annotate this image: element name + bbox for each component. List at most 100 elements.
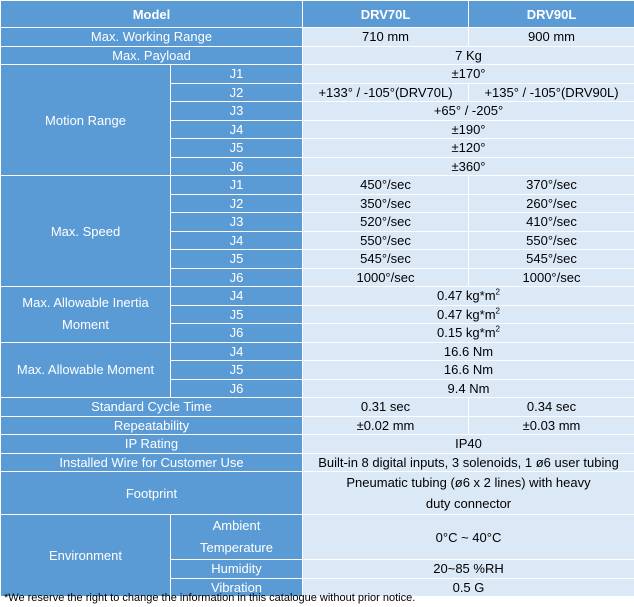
footnote: *We reserve the right to change the info… [4, 592, 416, 604]
header-row: Model DRV70L DRV90L [0, 0, 634, 28]
table-row: J6 9.4 Nm [1, 378, 634, 398]
installed-wire-label: Installed Wire for Customer Use [0, 452, 303, 472]
cycle-time-drv90l: 0.34 sec [468, 397, 634, 417]
table-row: J5 0.47 kg*m2 [1, 304, 634, 324]
moment-j6-value: 9.4 Nm [302, 378, 634, 398]
joint-label: J2 [170, 193, 303, 213]
repeatability-label: Repeatability [0, 415, 303, 435]
table-row: Vibration 0.5 G [1, 577, 634, 597]
joint-label: J4 [170, 286, 303, 306]
footprint-label: Footprint [0, 471, 303, 515]
table-row: J5 ±120° [1, 138, 634, 158]
motion-range-label: Motion Range [0, 64, 171, 176]
table-row: Max. Working Range 710 mm 900 mm [0, 27, 634, 47]
humidity-value: 20~85 %RH [302, 559, 634, 579]
speed-drv90l: 550°/sec [468, 230, 634, 250]
inertia-j5-value: 0.47 kg*m2 [302, 304, 634, 324]
inertia-j6-value: 0.15 kg*m2 [302, 323, 634, 343]
joint-label: J6 [170, 156, 303, 176]
table-row: J4 ±190° [1, 119, 634, 139]
joint-label: J1 [170, 175, 303, 195]
vibration-label: Vibration [170, 577, 303, 597]
joint-label: J4 [170, 230, 303, 250]
table-row: Environment Ambient Temperature 0°C ~ 40… [0, 514, 634, 597]
working-range-drv70l: 710 mm [302, 27, 469, 47]
ambient-temperature-value: 0°C ~ 40°C [302, 514, 634, 560]
speed-drv70l: 450°/sec [302, 175, 469, 195]
speed-drv70l: 520°/sec [302, 212, 469, 232]
speed-drv90l: 1000°/sec [468, 267, 634, 287]
environment-label: Environment [0, 514, 171, 597]
payload-value: 7 Kg [302, 45, 634, 65]
speed-drv70l: 1000°/sec [302, 267, 469, 287]
joint-label: J6 [170, 267, 303, 287]
table-row: J2 350°/sec 260°/sec [1, 193, 634, 213]
motion-j2-drv90l: +135° / -105°(DRV90L) [468, 82, 634, 102]
ip-rating-value: IP40 [302, 434, 634, 454]
motion-j2-drv70l: +133° / -105°(DRV70L) [302, 82, 469, 102]
repeatability-drv90l: ±0.03 mm [468, 415, 634, 435]
motion-j3-value: +65° / -205° [302, 101, 634, 121]
inertia-value-text: 0.47 kg*m [437, 306, 496, 322]
inertia-value-text: 0.47 kg*m [437, 288, 496, 304]
table-row: Max. Allowable Moment J4 16.6 Nm [0, 341, 634, 398]
speed-drv90l: 260°/sec [468, 193, 634, 213]
joint-label: J5 [170, 304, 303, 324]
joint-label: J5 [170, 249, 303, 269]
speed-drv70l: 545°/sec [302, 249, 469, 269]
joint-label: J6 [170, 378, 303, 398]
inertia-unit-exponent: 2 [495, 324, 500, 334]
table-row: IP Rating IP40 [0, 434, 634, 454]
table-row: Max. Allowable Inertia Moment J4 0.47 kg… [0, 286, 634, 343]
motion-j1-value: ±170° [302, 64, 634, 84]
table-row: Installed Wire for Customer Use Built-in… [0, 452, 634, 472]
joint-label: J5 [170, 138, 303, 158]
table-row: J2 +133° / -105°(DRV70L) +135° / -105°(D… [1, 82, 634, 102]
ambient-temperature-label: Ambient Temperature [170, 514, 303, 560]
ambient-label-line1: Ambient [212, 518, 261, 533]
joint-label: J3 [170, 101, 303, 121]
joint-label: J4 [170, 341, 303, 361]
header-model: Model [0, 0, 303, 28]
motion-j5-value: ±120° [302, 138, 634, 158]
table-row: Repeatability ±0.02 mm ±0.03 mm [0, 415, 634, 435]
moment-label: Max. Allowable Moment [0, 341, 171, 398]
header-drv90l: DRV90L [468, 0, 634, 28]
footprint-value: Pneumatic tubing (ø6 x 2 lines) with hea… [302, 471, 634, 515]
table-row: J6 1000°/sec 1000°/sec [1, 267, 634, 287]
speed-drv90l: 410°/sec [468, 212, 634, 232]
joint-label: J1 [170, 64, 303, 84]
speed-drv70l: 550°/sec [302, 230, 469, 250]
inertia-value-text: 0.15 kg*m [437, 325, 496, 341]
table-row: Humidity 20~85 %RH [1, 559, 634, 579]
table-row: J5 545°/sec 545°/sec [1, 249, 634, 269]
table-row: Max. Speed J1 450°/sec 370°/sec [0, 175, 634, 287]
cycle-time-label: Standard Cycle Time [0, 397, 303, 417]
repeatability-drv70l: ±0.02 mm [302, 415, 469, 435]
installed-wire-value: Built-in 8 digital inputs, 3 solenoids, … [302, 452, 634, 472]
header-drv70l: DRV70L [302, 0, 469, 28]
table-row: Standard Cycle Time 0.31 sec 0.34 sec [0, 397, 634, 417]
inertia-label: Max. Allowable Inertia Moment [0, 286, 171, 343]
speed-drv70l: 350°/sec [302, 193, 469, 213]
inertia-unit-exponent: 2 [495, 306, 500, 316]
inertia-label-line1: Max. Allowable Inertia [22, 295, 149, 311]
table-row: Footprint Pneumatic tubing (ø6 x 2 lines… [0, 471, 634, 515]
motion-j4-value: ±190° [302, 119, 634, 139]
working-range-label: Max. Working Range [0, 27, 303, 47]
joint-label: J5 [170, 360, 303, 380]
joint-label: J6 [170, 323, 303, 343]
speed-drv90l: 545°/sec [468, 249, 634, 269]
payload-label: Max. Payload [0, 45, 303, 65]
motion-j6-value: ±360° [302, 156, 634, 176]
vibration-value: 0.5 G [302, 577, 634, 597]
inertia-label-line2: Moment [62, 317, 109, 333]
inertia-unit-exponent: 2 [495, 287, 500, 297]
table-row: J4 550°/sec 550°/sec [1, 230, 634, 250]
joint-label: J2 [170, 82, 303, 102]
table-row: J3 +65° / -205° [1, 101, 634, 121]
humidity-label: Humidity [170, 559, 303, 579]
ambient-label-line2: Temperature [200, 540, 273, 555]
table-row: J3 520°/sec 410°/sec [1, 212, 634, 232]
